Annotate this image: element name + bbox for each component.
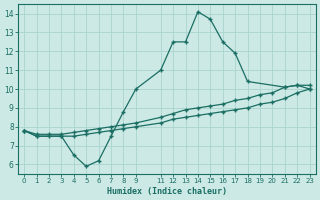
X-axis label: Humidex (Indice chaleur): Humidex (Indice chaleur): [107, 187, 227, 196]
